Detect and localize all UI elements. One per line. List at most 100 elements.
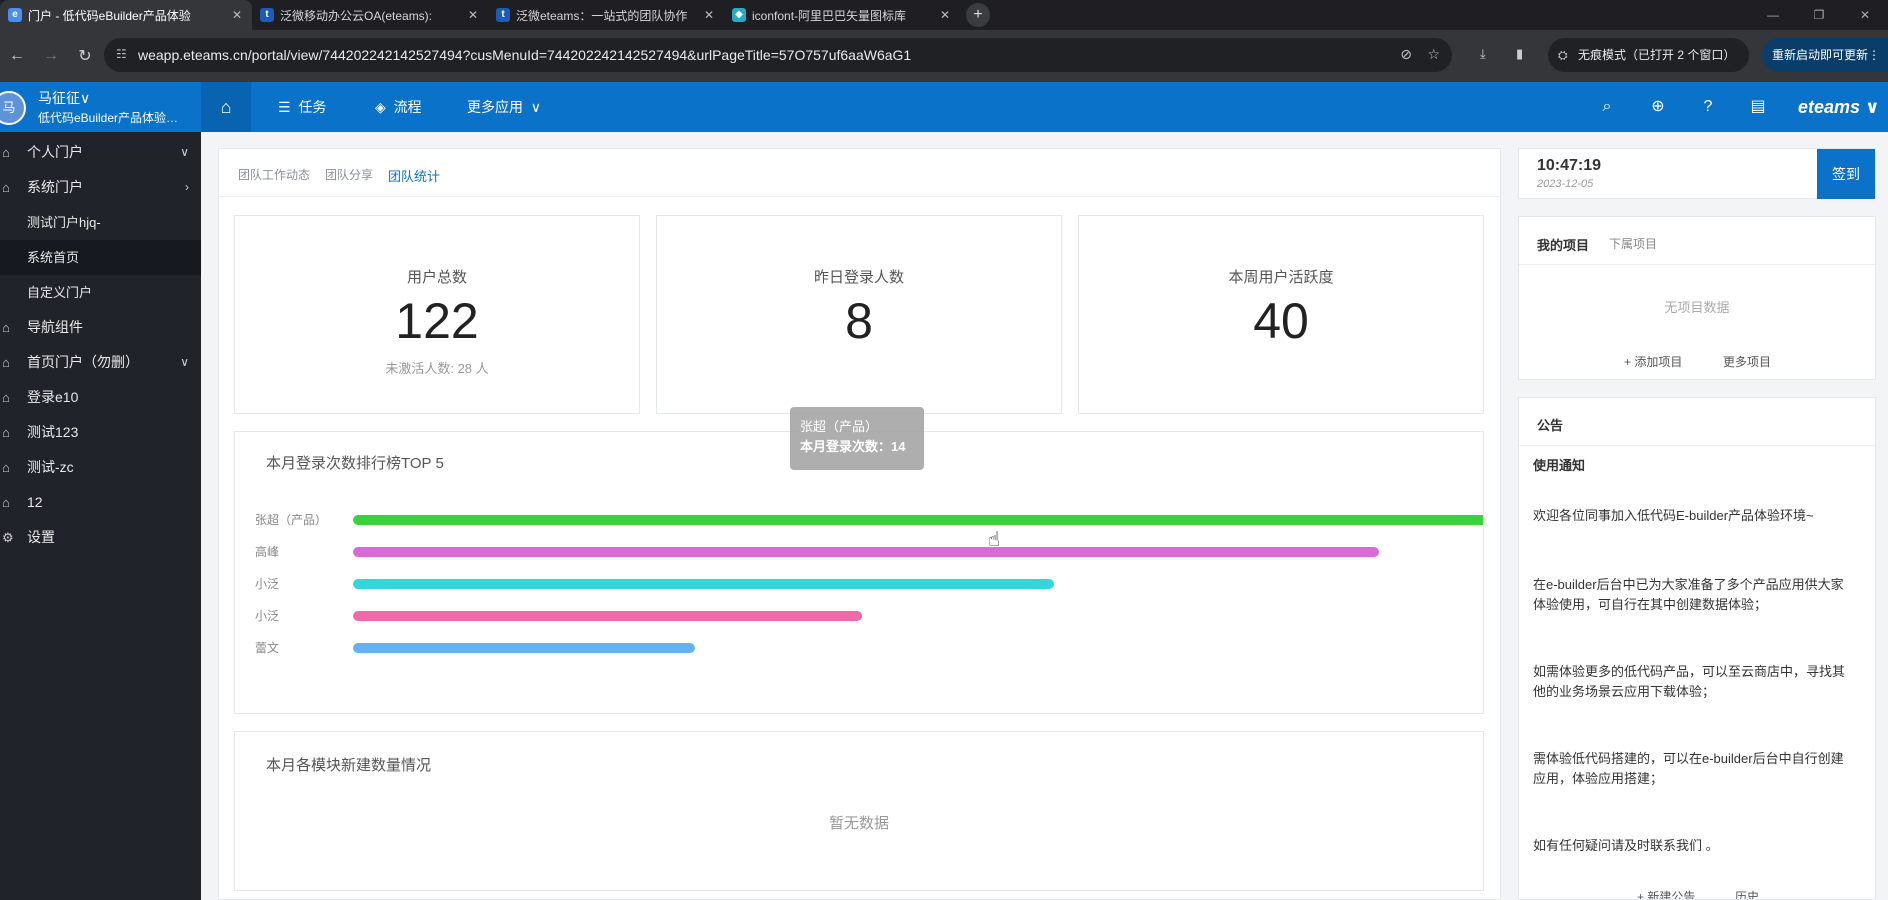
close-tab-icon[interactable]: ✕ bbox=[703, 8, 714, 22]
sidebar-item-system-portal[interactable]: ⌂ 系统门户 › bbox=[0, 170, 201, 205]
stat-total-users: 用户总数 122 未激活人数: 28 人 bbox=[234, 215, 640, 414]
chart-bar[interactable] bbox=[353, 515, 1483, 525]
sidebar-item-system-home[interactable]: 系统首页 bbox=[0, 240, 201, 275]
close-tab-icon[interactable]: ✕ bbox=[939, 8, 950, 22]
module-stats-card: 本月各模块新建数量情况 暂无数据 bbox=[234, 731, 1484, 891]
history-button[interactable]: 历史 bbox=[1735, 890, 1760, 900]
plus-icon: + bbox=[1624, 355, 1635, 369]
card-title: 本月各模块新建数量情况 bbox=[266, 757, 432, 774]
tab-my-projects[interactable]: 我的项目 bbox=[1537, 238, 1590, 253]
chart-bar[interactable] bbox=[353, 579, 1054, 589]
sidebar-item-test-portal[interactable]: 测试门户hjq- bbox=[0, 205, 201, 240]
sidebar-item-custom-portal[interactable]: 自定义门户 bbox=[0, 275, 201, 310]
tab-title: 泛微eteams：一站式的团队协作 bbox=[516, 8, 688, 23]
stat-title: 昨日登录人数 bbox=[813, 269, 904, 286]
app-header: 马 马征征∨ 低代码eBuilder产品体验环境 ⌂ ☰ 任务 ◈ 流程 更多应… bbox=[0, 82, 1888, 132]
user-menu[interactable]: 马 马征征∨ 低代码eBuilder产品体验环境 bbox=[0, 82, 201, 132]
chart-bar[interactable] bbox=[353, 547, 1379, 557]
sidebar-item-settings[interactable]: ⚙ 设置 bbox=[0, 520, 201, 555]
home-icon: ⌂ bbox=[2, 180, 10, 195]
browser-tab-2[interactable]: t 泛微移动办公云OA(eteams): ✕ bbox=[252, 0, 488, 30]
notice-line: 欢迎各位同事加入低代码E-builder产品体验环境~ bbox=[1533, 508, 1814, 523]
minimize-icon[interactable]: — bbox=[1767, 8, 1779, 22]
bookmark-star-icon[interactable]: ☆ bbox=[1427, 46, 1440, 62]
add-icon[interactable]: ⊕ bbox=[1651, 98, 1665, 115]
sidebar-item-label: 个人门户 bbox=[27, 144, 83, 160]
back-icon[interactable]: ← bbox=[9, 47, 25, 64]
forward-icon[interactable]: → bbox=[43, 47, 59, 64]
download-icon[interactable]: ⤓ bbox=[1480, 46, 1486, 61]
tab-favicon-icon: ◆ bbox=[732, 8, 746, 22]
chart-bar[interactable] bbox=[353, 611, 862, 621]
chart-bar-row: 高峰 bbox=[235, 543, 1483, 561]
browser-tab-4[interactable]: ◆ iconfont-阿里巴巴矢量图标库 ✕ bbox=[724, 0, 960, 30]
sidebar-item-label: 系统首页 bbox=[27, 250, 80, 265]
tab-team-activity[interactable]: 团队工作动态 bbox=[238, 168, 311, 182]
subtab-bar: 团队工作动态 团队分享 团队统计 bbox=[219, 149, 1500, 197]
menu-workflow[interactable]: ◈ 流程 bbox=[375, 82, 422, 132]
tab-title: 泛微移动办公云OA(eteams): bbox=[280, 8, 433, 23]
browser-tab-1[interactable]: e 门户 - 低代码eBuilder产品体验 ✕ bbox=[0, 0, 252, 30]
chart-category-label: 张超（产品） bbox=[255, 513, 328, 527]
close-tab-icon[interactable]: ✕ bbox=[231, 8, 242, 22]
sidepanel-icon[interactable]: ▮ bbox=[1516, 46, 1524, 61]
close-window-icon[interactable]: ✕ bbox=[1859, 8, 1871, 22]
sidebar-item-test123[interactable]: ⌂ 测试123 bbox=[0, 415, 201, 450]
search-icon[interactable]: ⌕ bbox=[1602, 98, 1612, 115]
menu-tasks[interactable]: ☰ 任务 bbox=[278, 82, 326, 132]
list-icon: ☰ bbox=[278, 99, 291, 115]
tab-sub-projects[interactable]: 下属项目 bbox=[1609, 237, 1658, 251]
sidebar-item-personal-portal[interactable]: ⌂ 个人门户 ∨ bbox=[0, 135, 201, 170]
home-icon[interactable]: ⌂ bbox=[201, 82, 251, 132]
help-icon[interactable]: ? bbox=[1703, 98, 1713, 115]
notice-line: 在e-builder后台中已为大家准备了多个产品应用供大家体验使用，可自行在其中… bbox=[1533, 577, 1844, 612]
sidebar-item-home-portal[interactable]: ⌂ 首页门户（勿删） ∨ bbox=[0, 345, 201, 380]
close-tab-icon[interactable]: ✕ bbox=[467, 8, 478, 22]
reload-icon[interactable]: ↻ bbox=[78, 48, 92, 65]
tab-title: 门户 - 低代码eBuilder产品体验 bbox=[28, 8, 191, 23]
chevron-down-icon: ∨ bbox=[180, 145, 189, 159]
more-menu-icon[interactable]: ⋮ bbox=[1868, 48, 1880, 62]
user-name[interactable]: 马征征∨ bbox=[38, 90, 91, 106]
stat-yesterday-logins: 昨日登录人数 8 bbox=[656, 215, 1062, 414]
avatar[interactable]: 马 bbox=[0, 91, 26, 125]
card-title: 本月登录次数排行榜TOP 5 bbox=[266, 455, 444, 472]
incognito-badge[interactable]: 无痕模式（已打开 2 个窗口） bbox=[1548, 38, 1750, 72]
notice-heading: 使用通知 bbox=[1533, 458, 1586, 473]
add-project-button[interactable]: + 添加项目 bbox=[1624, 353, 1682, 370]
new-notice-button[interactable]: + 新建公告 bbox=[1637, 888, 1695, 899]
tracking-eye-icon[interactable]: ⊘ bbox=[1400, 46, 1412, 62]
chevron-down-icon: ∨ bbox=[180, 355, 189, 369]
signin-button[interactable]: 签到 bbox=[1817, 149, 1875, 199]
sidebar-item-test-zc[interactable]: ⌂ 测试-zc bbox=[0, 450, 201, 485]
chart-category-label: 蕾文 bbox=[255, 641, 280, 655]
sidebar-item-nav-component[interactable]: ⌂ 导航组件 bbox=[0, 310, 201, 345]
address-bar[interactable]: ☷ weapp.eteams.cn/portal/view/7442022421… bbox=[104, 38, 1452, 72]
login-ranking-card: 本月登录次数排行榜TOP 5 张超（产品） 高峰 小泛 小泛 蕾文 bbox=[234, 431, 1484, 714]
chart-category-label: 高峰 bbox=[255, 545, 280, 559]
new-tab-button[interactable]: + bbox=[966, 3, 990, 27]
sidebar-item-label: 测试门户hjq- bbox=[27, 215, 101, 230]
brand-logo[interactable]: eteams ∨ bbox=[1798, 97, 1880, 117]
menu-more-apps[interactable]: 更多应用 ∨ bbox=[467, 82, 541, 132]
notice-header: 公告 bbox=[1519, 398, 1875, 446]
restore-icon[interactable]: ❐ bbox=[1813, 8, 1825, 22]
site-info-icon[interactable]: ☷ bbox=[116, 47, 127, 61]
browser-tab-3[interactable]: t 泛微eteams：一站式的团队协作 ✕ bbox=[488, 0, 724, 30]
chart-bar[interactable] bbox=[353, 643, 695, 653]
sidebar-item-login-e10[interactable]: ⌂ 登录e10 bbox=[0, 380, 201, 415]
url-text: weapp.eteams.cn/portal/view/744202242142… bbox=[138, 47, 912, 63]
more-projects-button[interactable]: 更多项目 bbox=[1723, 355, 1772, 369]
sidebar-item-label: 导航组件 bbox=[27, 319, 83, 335]
notes-icon[interactable]: ▤ bbox=[1750, 98, 1766, 115]
tab-team-share[interactable]: 团队分享 bbox=[325, 168, 374, 182]
chart-bar-row: 蕾文 bbox=[235, 639, 1483, 657]
sidebar-item-label: 设置 bbox=[27, 529, 55, 545]
sidebar-item-12[interactable]: ⌂ 12 bbox=[0, 485, 201, 520]
stat-weekly-activity: 本周用户活跃度 40 bbox=[1078, 215, 1484, 414]
tab-team-stats[interactable]: 团队统计 bbox=[388, 169, 441, 184]
clock-date: 2023-12-05 bbox=[1537, 178, 1594, 190]
sidebar: ⌂ 个人门户 ∨ ⌂ 系统门户 › 测试门户hjq- 系统首页 自定义门户 ⌂ … bbox=[0, 132, 201, 900]
notice-line: 如有任何疑问请及时联系我们 。 bbox=[1533, 838, 1719, 853]
update-button[interactable]: 重新启动即可更新 ⋮ bbox=[1762, 38, 1888, 72]
